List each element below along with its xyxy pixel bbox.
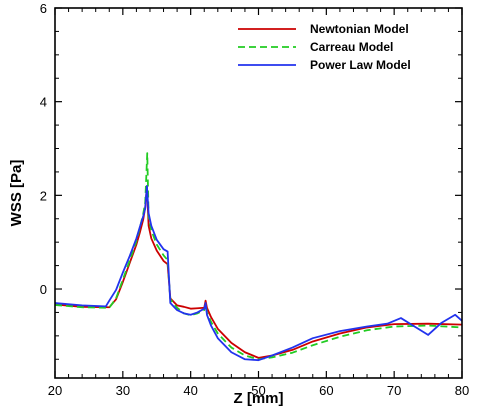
x-tick-label: 40 [183,383,197,398]
x-axis-label: Z [mm] [234,390,284,407]
plot-lines [55,152,462,362]
x-tick-label: 20 [48,383,62,398]
y-tick-label: 6 [40,1,47,16]
y-tick-label: 2 [40,188,47,203]
x-tick-label: 50 [251,383,265,398]
axis-ticks [54,7,463,378]
legend-label: Newtonian Model [310,22,409,36]
legend-label: Carreau Model [310,40,393,54]
x-tick-label: 70 [387,383,401,398]
y-axis-label: WSS [Pa] [8,160,25,227]
series-line-carreau-model [55,152,462,361]
axis-tick-labels: 20 30 40 50 60 70 80 0 2 4 6 [40,1,469,398]
x-tick-label: 30 [116,383,130,398]
y-tick-label: 0 [40,282,47,297]
legend: Newtonian Model Carreau Model Power Law Mo… [238,22,411,72]
series-line-power-law-model [55,185,462,362]
legend-label: Power Law Model [310,58,411,72]
x-tick-label: 60 [319,383,333,398]
x-tick-label: 80 [455,383,469,398]
y-tick-label: 4 [40,95,47,110]
series-line-newtonian-model [55,185,462,359]
